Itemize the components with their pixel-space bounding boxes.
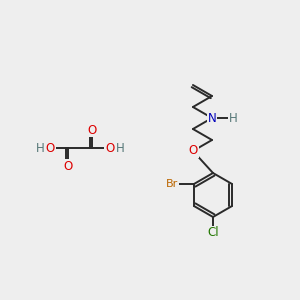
Text: O: O: [87, 124, 97, 136]
Text: Cl: Cl: [207, 226, 219, 239]
Text: O: O: [63, 160, 73, 172]
Text: O: O: [188, 145, 198, 158]
Text: O: O: [105, 142, 115, 154]
Text: H: H: [36, 142, 44, 154]
Text: H: H: [229, 112, 238, 124]
Text: H: H: [116, 142, 124, 154]
Text: N: N: [208, 112, 216, 124]
Text: O: O: [45, 142, 55, 154]
Text: Br: Br: [166, 179, 178, 189]
